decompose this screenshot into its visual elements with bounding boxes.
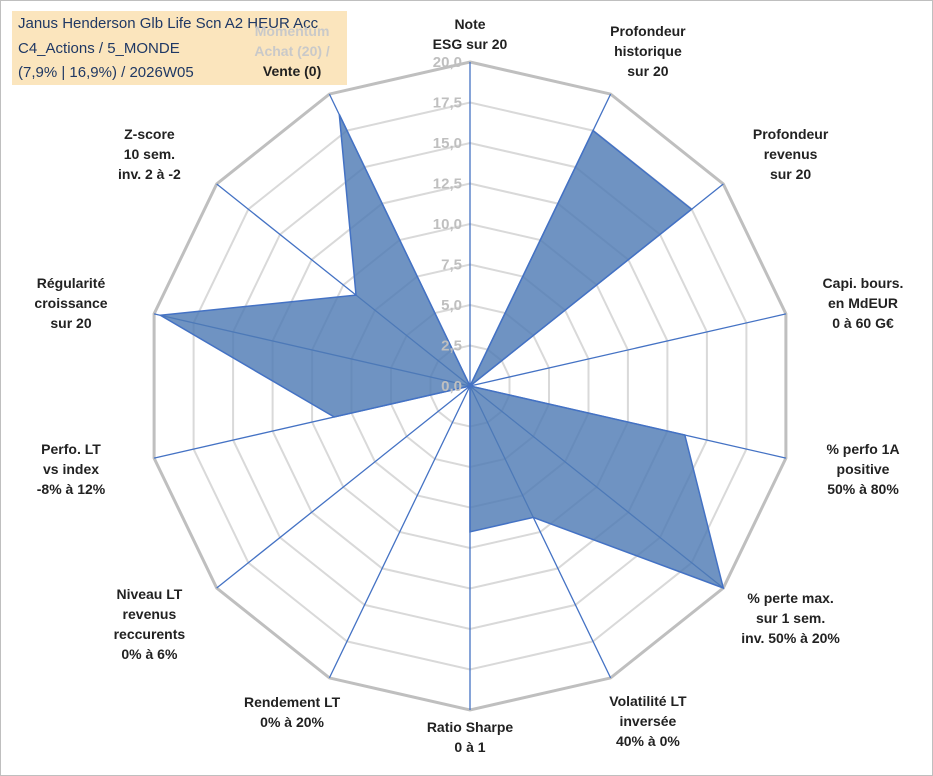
axis-label-line: inversée <box>619 713 676 729</box>
axis-label-line: sur 20 <box>50 315 91 331</box>
axis-label-line: inv. 50% à 20% <box>741 630 840 646</box>
axis-label-2: Profondeur revenus sur 20 <box>753 126 829 182</box>
data-point-2 <box>691 208 693 210</box>
axis-label-line: % perte max. <box>747 590 833 606</box>
axis-label-line: Perfo. LT <box>41 441 101 457</box>
axis-label-line: Volatilité LT <box>609 693 687 709</box>
axis-label-line: Capi. bours. <box>823 275 904 291</box>
axis-label-6: Volatilité LT inversée 40% à 0% <box>609 693 687 749</box>
tick-label-4: 10,0 <box>433 216 462 233</box>
axis-label-3: Capi. bours. en MdEUR 0 à 60 G€ <box>823 275 904 331</box>
title-box: Janus Henderson Glb Life Scn A2 HEUR Acc… <box>12 11 347 85</box>
data-point-6 <box>532 516 534 518</box>
axis-label-line: vs index <box>43 461 99 477</box>
axis-label-line: sur 20 <box>627 63 668 79</box>
axis-label-line: % perfo 1A <box>826 441 899 457</box>
axis-label-line: 0 à 1 <box>454 739 485 755</box>
axis-label-10: Perfo. LT vs index -8% à 12% <box>37 441 106 497</box>
data-point-9 <box>469 385 471 387</box>
axis-label-line: ESG sur 20 <box>433 36 508 52</box>
axis-label-line: Achat (20) / <box>254 43 330 59</box>
axis-label-line: en MdEUR <box>828 295 898 311</box>
axis-label-line: Ratio Sharpe <box>427 719 514 735</box>
tick-label-7: 17,5 <box>433 95 462 112</box>
axis-label-line: historique <box>614 43 682 59</box>
axis-label-line: sur 20 <box>770 166 811 182</box>
tick-label-2: 5,0 <box>441 297 462 314</box>
axis-label-line: 10 sem. <box>124 146 175 162</box>
tick-label-6: 15,0 <box>433 135 462 152</box>
data-area <box>158 114 725 590</box>
tick-label-1: 2,5 <box>441 338 462 355</box>
axis-label-13: Momentum Achat (20) / Vente (0) <box>254 23 330 79</box>
axis-label-5: % perte max. sur 1 sem. inv. 50% à 20% <box>741 590 840 646</box>
axis-label-7: Ratio Sharpe 0 à 1 <box>427 719 514 755</box>
axis-label-0: Note ESG sur 20 <box>433 16 508 52</box>
tick-label-5: 12,5 <box>433 176 462 193</box>
tick-label-3: 7,5 <box>441 257 462 274</box>
axis-label-12: Z-score 10 sem. inv. 2 à -2 <box>118 126 181 182</box>
axis-label-4: % perfo 1A positive 50% à 80% <box>826 441 899 497</box>
axis-label-line: Profondeur <box>610 23 686 39</box>
data-point-11 <box>159 314 161 316</box>
data-point-13 <box>338 114 340 116</box>
axis-label-1: Profondeur historique sur 20 <box>610 23 686 79</box>
axis-label-line: 0% à 6% <box>121 646 178 662</box>
axis-label-line: Note <box>454 16 485 32</box>
axis-label-line: 0% à 20% <box>260 714 324 730</box>
data-point-12 <box>355 294 357 296</box>
axis-label-line: inv. 2 à -2 <box>118 166 181 182</box>
fund-name: Janus Henderson Glb Life Scn A2 HEUR Acc <box>18 15 319 32</box>
axis-label-line: 40% à 0% <box>616 733 680 749</box>
axis-label-8: Rendement LT 0% à 20% <box>244 694 341 730</box>
axis-label-line: Niveau LT <box>116 586 182 602</box>
data-point-1 <box>592 130 594 132</box>
axis-label-line: Régularité <box>37 275 106 291</box>
axis-label-line: -8% à 12% <box>37 481 106 497</box>
axis-label-line: Vente (0) <box>263 63 321 79</box>
axis-label-9: Niveau LT revenus reccurents 0% à 6% <box>114 586 186 662</box>
data-point-5 <box>722 587 724 589</box>
fund-category: C4_Actions / 5_MONDE <box>18 40 180 57</box>
axis-label-line: positive <box>837 461 890 477</box>
data-point-7 <box>469 531 471 533</box>
axis-label-line: 50% à 80% <box>827 481 899 497</box>
axis-label-line: revenus <box>764 146 818 162</box>
axis-label-line: Rendement LT <box>244 694 341 710</box>
tick-label-8: 20,0 <box>433 54 462 71</box>
axis-label-line: Z-score <box>124 126 175 142</box>
axis-label-line: Momentum <box>255 23 330 39</box>
tick-label-0: 0,0 <box>441 378 462 395</box>
axis-line-3 <box>469 313 787 387</box>
axis-label-line: sur 1 sem. <box>756 610 825 626</box>
fund-stats: (7,9% | 16,9%) / 2026W05 <box>18 64 194 81</box>
axis-label-line: Profondeur <box>753 126 829 142</box>
axis-line-9 <box>216 385 471 589</box>
axis-line-8 <box>328 385 471 679</box>
axis-label-line: 0 à 60 G€ <box>832 315 894 331</box>
axis-label-line: croissance <box>34 295 107 311</box>
axis-label-line: revenus <box>123 606 177 622</box>
axis-label-line: reccurents <box>114 626 186 642</box>
data-point-10 <box>333 416 335 418</box>
axis-label-11: Régularité croissance sur 20 <box>34 275 107 331</box>
data-point-4 <box>684 434 686 436</box>
